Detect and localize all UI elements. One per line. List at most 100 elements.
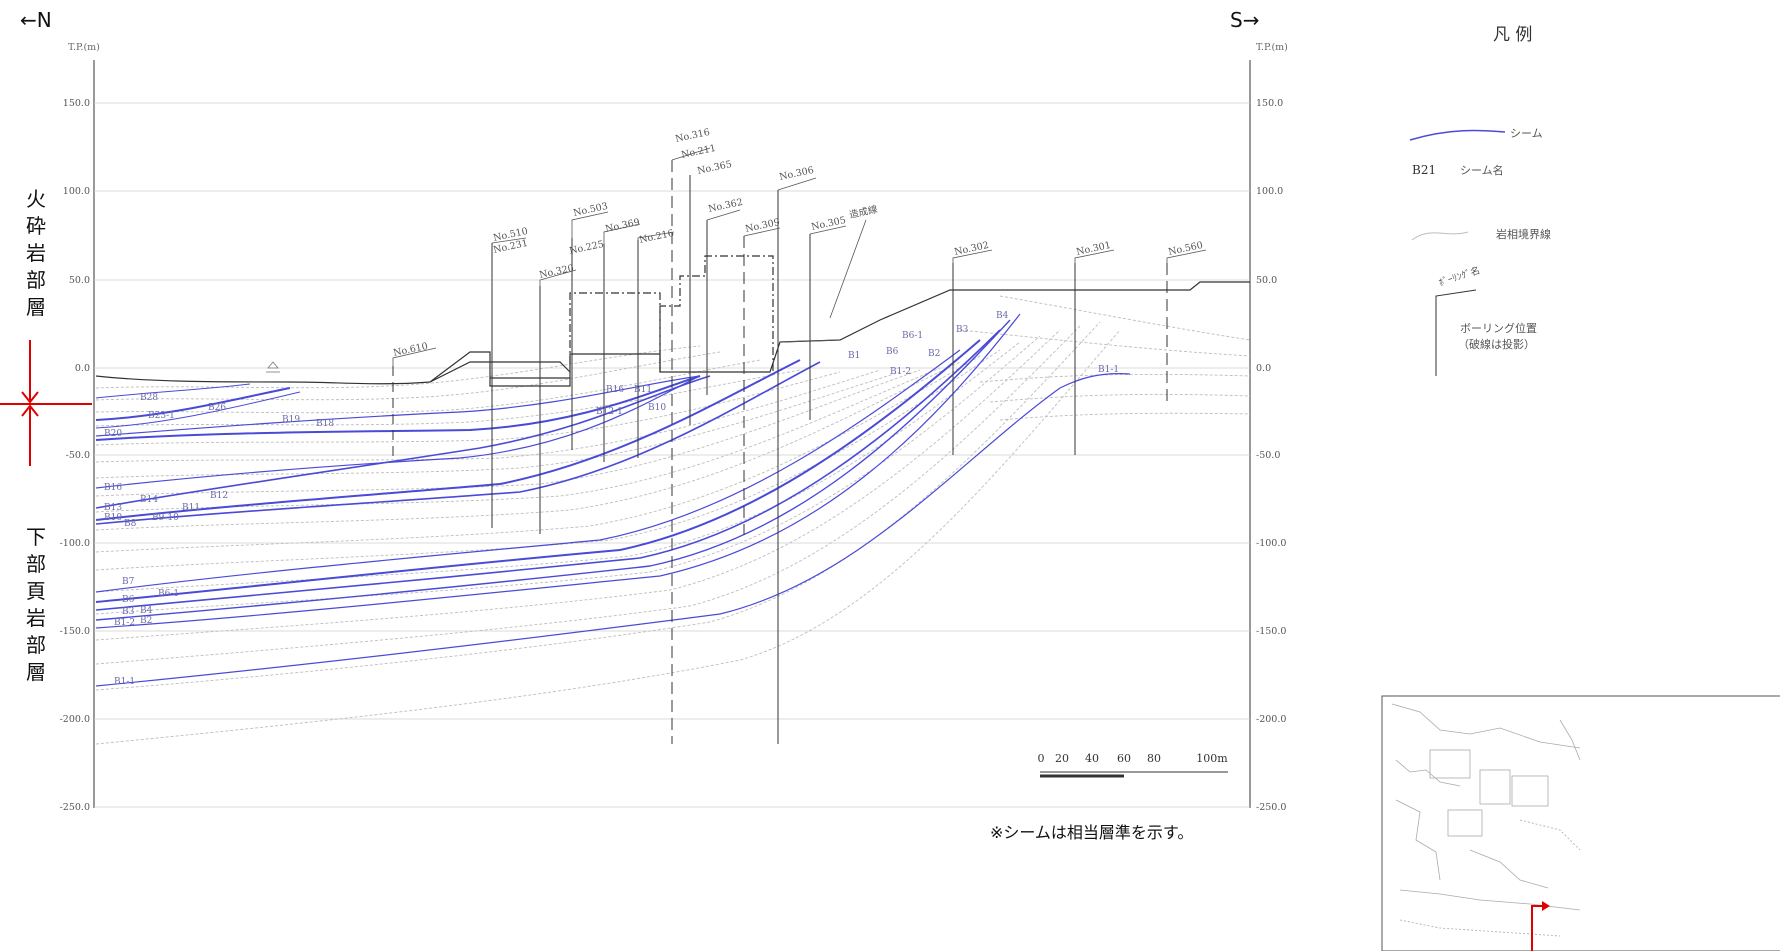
seam-b23 [95,391,301,429]
upper-zone-label: 火 砕 岩 部 層 [22,186,50,321]
borehole-label: No.301 [1075,240,1112,258]
tick-right-150: 150.0 [1256,98,1283,109]
legend-boundary-label: 岩相境界線 [1496,227,1551,241]
legend-boring-name-sample: ﾎﾞｰﾘﾝｸﾞ名 [1437,264,1481,289]
borehole-leaders [392,147,1207,366]
tick-right-minus200: -200.0 [1256,714,1286,725]
tick-right-minus50: -50.0 [1256,450,1280,461]
right-tick-labels: 150.0 100.0 50.0 0.0 -50.0 -100.0 -150.0… [1256,98,1286,813]
tick-left-minus50: -50.0 [66,450,90,461]
scale-bar: 0 20 40 60 80 100m [1038,752,1228,778]
seam-b16 [95,375,701,489]
lower-zone-label: 下 部 頁 岩 部 層 [22,524,50,686]
seam-b4 [95,319,1011,621]
borehole-label: No.362 [707,197,744,215]
seam-b1 [95,373,1131,687]
borehole-labels: No.610 No.510 No.231 No.320 No.503 No.22… [392,127,1204,359]
seam-label: B6 [886,347,899,357]
lower-zone-char: 部 [26,633,46,657]
seam-b28 [95,383,251,399]
seam-label: B10 [104,513,122,523]
tick-right-minus100: -100.0 [1256,538,1286,549]
tick-left-minus250: -250.0 [60,802,90,813]
upper-zone-char: 火 [26,187,46,211]
tick-left-0: 0.0 [75,363,90,374]
seam-label: B19 [282,415,300,425]
borehole-lines [392,160,1168,744]
seam-label: B23-1 [148,411,175,421]
legend-seam-line-icon [1409,129,1506,141]
seam-label: B4 [996,311,1009,321]
seam-label: B4 [140,606,153,616]
seam-label: B16 [606,385,624,395]
seam-name-labels: B28 B26 B23-1 B20 B19 B18 B16 B14 B13 B1… [104,311,1119,687]
seam-b26 [95,387,291,421]
tick-right-minus250: -250.0 [1256,802,1286,813]
seam-label: B1-2 [114,618,135,628]
seam-label: B1-1 [1098,365,1119,375]
lower-zone-char: 岩 [26,606,46,630]
seam-label: B1-1 [114,677,135,687]
borehole-label: No.316 [674,127,711,145]
seam-label: B12-1 [596,407,623,417]
seam-label: B11 [182,503,200,513]
legend-boring-line-icon [1435,289,1477,376]
seam-label: B20 [104,429,122,439]
south-direction-label: S→ [1230,8,1259,32]
seam-b8 [95,349,961,593]
fill-line-label: 造成線 [848,203,879,221]
upper-zone-char: 部 [26,268,46,292]
seam-label: B28 [140,393,158,403]
tick-left-100: 100.0 [63,186,90,197]
tick-left-minus200: -200.0 [60,714,90,725]
zone-boundary-marker [0,340,92,466]
borehole-label: No.610 [392,341,429,359]
seam-label: B8 [124,519,137,529]
seam-b6 [95,329,1001,611]
legend-title: 凡 例 [1493,25,1532,45]
seam-label: B1 [848,351,860,361]
legend: 凡 例 シーム B21 シーム名 岩相境界線 ﾎﾞｰﾘﾝｸﾞ名 ボーリング位置 … [1409,25,1551,376]
legend-boundary-line-icon [1411,231,1469,241]
borehole-label: No.365 [696,159,733,177]
seam-label: B6-1 [158,589,179,599]
lower-zone-char: 下 [26,525,46,549]
seam-label: B11 [634,385,652,395]
seam-b14 [95,375,711,509]
tick-right-50: 50.0 [1256,275,1277,286]
axis-unit-right: T.P.(m) [1256,42,1288,53]
left-tick-labels: 150.0 100.0 50.0 0.0 -50.0 -100.0 -150.0… [60,98,90,813]
scale-label: 20 [1055,752,1069,765]
seam-label: B3 [122,607,135,617]
scale-label: 80 [1147,752,1161,765]
legend-seam-label: シーム [1510,127,1543,140]
north-direction-label: ←N [20,8,52,32]
seam-b3 [95,313,1021,629]
location-map-inset [1381,695,1780,951]
tick-left-minus150: -150.0 [60,626,90,637]
seam-b7 [95,339,981,603]
tick-right-minus150: -150.0 [1256,626,1286,637]
seam-label: B7 [122,577,135,587]
upper-zone-char: 岩 [26,241,46,265]
seam-lines [95,313,1131,687]
seam-b12 [95,359,801,521]
scale-label: 40 [1085,752,1099,765]
seam-label: B10 [648,403,666,413]
tick-left-150: 150.0 [63,98,90,109]
seam-label: B2 [928,349,940,359]
seam-label: B26 [208,403,226,413]
axis-unit-left: T.P.(m) [68,42,100,53]
borehole-label: No.211 [680,143,717,161]
seam-label: B14 [140,495,158,505]
legend-boring-position: ボーリング位置 [1460,321,1537,335]
scale-label: 60 [1117,752,1131,765]
scale-label: 100m [1196,752,1228,765]
tick-left-minus100: -100.0 [60,538,90,549]
ground-surface [95,281,1250,387]
borehole-label: No.560 [1167,240,1204,258]
seam-label: B16 [104,483,122,493]
upper-zone-char: 層 [26,295,46,319]
legend-seam-name-label: シーム名 [1460,163,1504,177]
